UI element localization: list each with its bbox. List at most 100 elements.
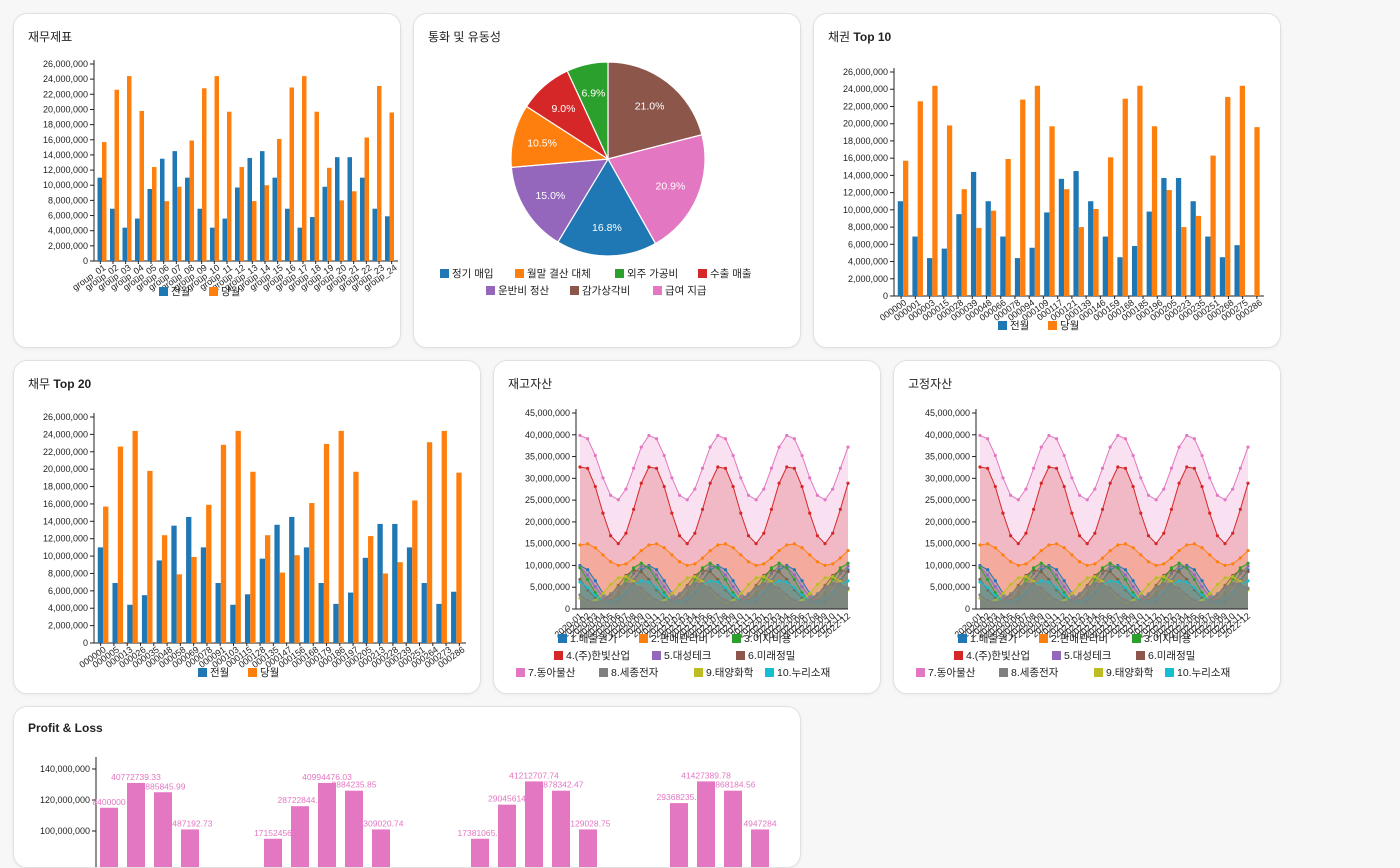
series-point [647, 593, 651, 597]
series-point [1185, 465, 1189, 469]
series-point [1131, 600, 1135, 605]
y-tick-label: 15,000,000 [925, 539, 970, 549]
title-bold: Top 10 [853, 30, 892, 44]
series-point [978, 566, 982, 570]
series-point [670, 595, 674, 599]
y-tick-label: 2,000,000 [848, 274, 888, 284]
series-point [815, 493, 819, 497]
series-point [777, 564, 781, 568]
series-point [1162, 562, 1166, 566]
bar-prev [156, 560, 162, 643]
bar-prev [318, 583, 324, 643]
series-point [1016, 585, 1020, 589]
series-point [838, 582, 842, 586]
series-point [1116, 580, 1120, 584]
series-point [1192, 586, 1196, 590]
bond-top10-chart: 0 2,000,000 4,000,000 6,000,000 8,000,000 10,… [843, 67, 1264, 332]
series-point [1093, 575, 1097, 579]
series-point [754, 585, 758, 589]
series-point [754, 576, 758, 580]
bar-prev [141, 595, 148, 643]
currency-liquidity-card: 통화 및 유동성 21.0% 20.9% 16.8% 15.0% 10.5% 9.0% 6.… [413, 13, 801, 348]
y-tick-label: 22,000,000 [43, 447, 88, 457]
bar-prev [97, 547, 104, 643]
series-point [632, 579, 636, 583]
legend-label: 1.매출원가 [970, 633, 1018, 645]
series-point [1047, 566, 1051, 570]
y-tick-label: 0 [83, 638, 88, 648]
pie-slice-label: 6.9% [581, 88, 605, 100]
series-point [1139, 591, 1143, 596]
series-point [1185, 566, 1189, 570]
pie-slice [566, 61, 609, 160]
series-point [1200, 596, 1204, 600]
series-point [578, 433, 582, 438]
series-point [993, 591, 997, 595]
y-tick-label: 40,000,000 [925, 430, 970, 440]
series-point [1070, 591, 1074, 596]
series-point [624, 562, 628, 566]
series-point [1215, 560, 1219, 564]
series-point [777, 445, 781, 449]
y-tick-label: 10,000,000 [925, 560, 970, 570]
series-point [1200, 453, 1204, 458]
series-point [1108, 481, 1112, 485]
series-point [1032, 582, 1036, 586]
series-point [1162, 575, 1166, 579]
legend-label: 9.태양화학 [706, 667, 754, 679]
pl-bar [154, 792, 172, 867]
series-point [708, 586, 712, 590]
series-point [601, 553, 605, 557]
series-point [1016, 576, 1020, 580]
series-point [993, 579, 997, 583]
pl-bar [318, 782, 336, 867]
series-point [662, 579, 666, 583]
series-point [1238, 571, 1242, 575]
y-tick-label: 10,000,000 [525, 560, 570, 570]
inventory-card: 재고자산 0 5,000,000 10,000,000 15,000,000 20,00… [493, 360, 881, 694]
series-point [723, 437, 728, 441]
y-tick-label: 140,000,000 [40, 764, 90, 774]
legend-label: 당월 [1060, 320, 1079, 332]
series-point [616, 498, 620, 502]
bar-curr [412, 500, 418, 643]
series-point [1246, 445, 1250, 449]
series-point [993, 453, 997, 458]
series-point [1054, 586, 1059, 590]
series-point [662, 546, 666, 550]
pl-bar-label: 41212707.74 [509, 770, 559, 780]
series-point [769, 582, 774, 586]
series-point [800, 579, 804, 583]
series-point [1185, 543, 1189, 547]
series-point [1192, 588, 1196, 592]
series-line [579, 434, 849, 501]
series-point [792, 588, 796, 592]
pl-bar [181, 829, 199, 867]
bar-curr [1151, 126, 1158, 297]
pl-bar [345, 790, 363, 867]
series-point [716, 566, 720, 570]
series-point [1139, 476, 1143, 480]
series-point [1246, 481, 1250, 485]
bar-curr [1166, 190, 1172, 296]
series-point [792, 466, 796, 470]
bar-prev [1146, 211, 1152, 296]
bar-prev [385, 216, 390, 261]
series-point [1208, 591, 1212, 596]
bar-prev [272, 177, 277, 261]
series-point [1162, 577, 1166, 582]
bar-prev [1000, 236, 1006, 296]
pl-bar [697, 781, 715, 867]
pl-bar-label: 3885845.99 [141, 781, 186, 791]
series-point [986, 577, 990, 582]
y-tick-label: 10,000,000 [43, 551, 88, 561]
bar-curr [327, 167, 332, 261]
series-point [1039, 561, 1043, 565]
bar-curr [214, 76, 219, 261]
series-point [1200, 591, 1204, 595]
y-tick-label: 18,000,000 [43, 482, 88, 492]
y-tick-label: 12,000,000 [43, 534, 88, 544]
bar-prev [222, 218, 227, 261]
series-point [1177, 548, 1181, 553]
series-point [1001, 598, 1005, 602]
